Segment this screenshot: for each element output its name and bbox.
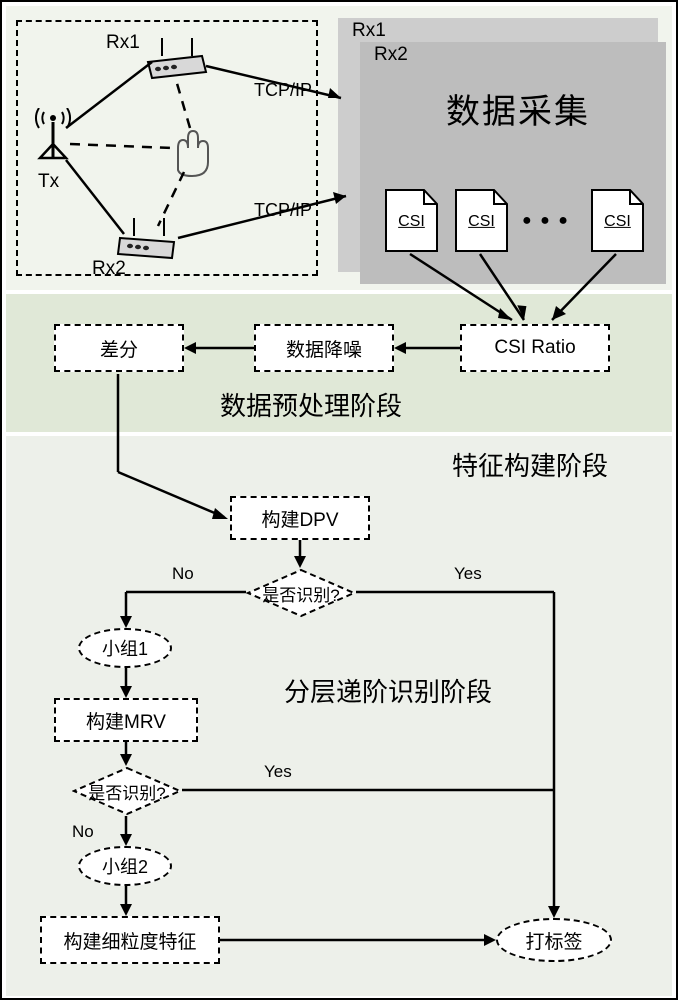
arrow-diff-to-dpv xyxy=(2,2,678,522)
